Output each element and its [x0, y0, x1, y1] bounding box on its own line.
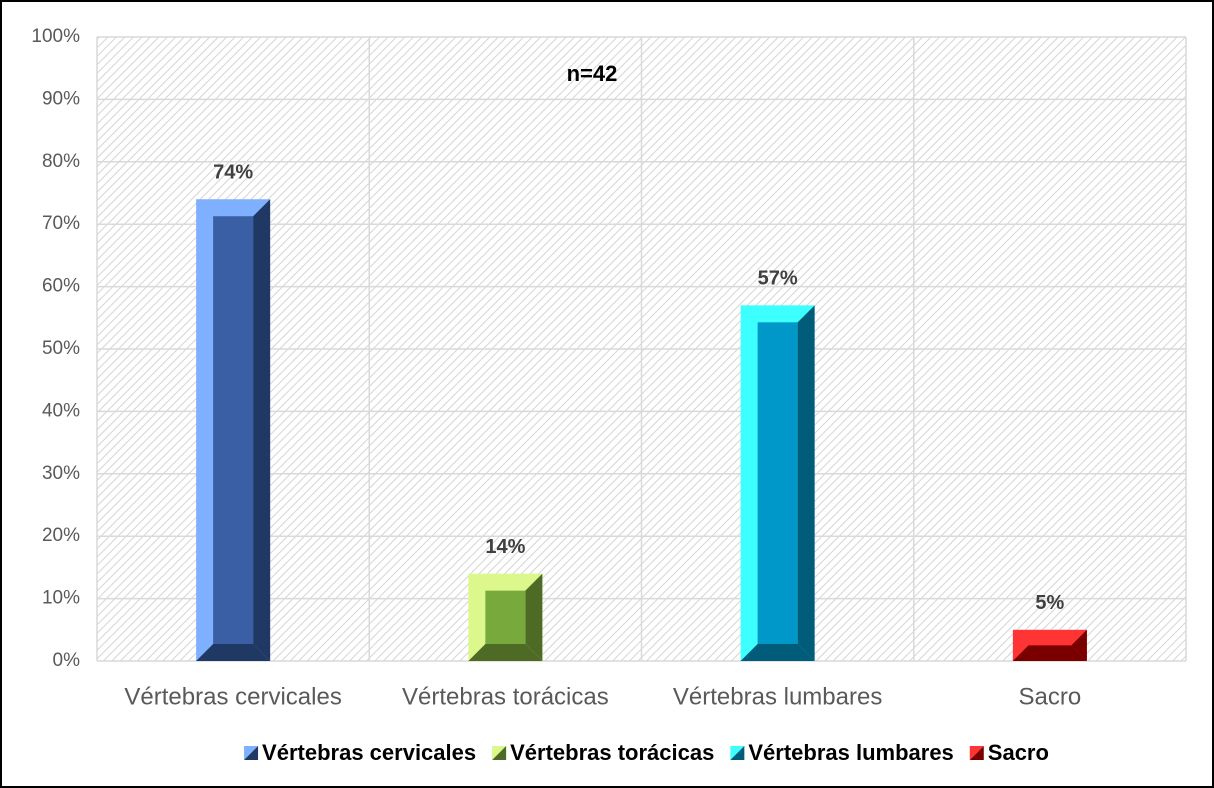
y-tick-label: 80%: [42, 151, 80, 172]
legend-label: Vértebras torácicas: [510, 740, 714, 765]
bar-bevel-right: [797, 305, 815, 661]
bar-inner: [757, 322, 798, 644]
y-tick-label: 70%: [42, 213, 80, 234]
y-tick-label: 30%: [42, 463, 80, 484]
legend-swatch-dark: [244, 746, 259, 760]
bar-bevel-right: [1071, 629, 1087, 661]
bar: [1012, 629, 1087, 661]
y-tick-label: 40%: [42, 400, 80, 421]
legend-label: Vértebras cervicales: [262, 740, 476, 765]
legend-swatch-dark: [492, 746, 507, 760]
bar-bevel-right: [525, 573, 543, 661]
y-tick-label: 0%: [53, 650, 81, 671]
x-tick-label: Sacro: [1019, 683, 1082, 710]
data-label: 14%: [485, 536, 525, 558]
bar: [468, 573, 543, 661]
x-tick-label: Vértebras cervicales: [124, 683, 341, 710]
bar-bevel-bottom: [1012, 645, 1087, 661]
y-tick-label: 10%: [42, 588, 80, 609]
y-tick-label: 50%: [42, 338, 80, 359]
y-tick-label: 100%: [31, 26, 80, 47]
legend-label: Vértebras lumbares: [748, 740, 953, 765]
legend-label: Sacro: [988, 740, 1049, 765]
legend: Vértebras cervicales Vértebras torácicas V…: [244, 740, 1049, 765]
bar-bevel-bottom: [740, 644, 815, 661]
bar-inner: [213, 216, 254, 645]
bar: [196, 199, 271, 662]
bar: [740, 305, 815, 661]
x-tick-label: Vértebras lumbares: [673, 683, 882, 710]
bar-bevel-bottom: [196, 644, 271, 661]
bar-bevel-bottom: [468, 644, 543, 661]
x-tick-label: Vértebras torácicas: [402, 683, 609, 710]
y-tick-label: 20%: [42, 525, 80, 546]
data-label: 74%: [213, 162, 253, 184]
legend-swatch-dark: [969, 746, 984, 760]
annotation: n=42: [567, 61, 618, 86]
y-tick-label: 90%: [42, 88, 80, 109]
bar-bevel-right: [253, 199, 271, 662]
data-label: 57%: [758, 268, 798, 290]
legend-swatch-dark: [730, 746, 745, 760]
data-label: 5%: [1035, 592, 1064, 614]
bar-inner: [485, 590, 526, 644]
y-tick-label: 60%: [42, 276, 80, 297]
